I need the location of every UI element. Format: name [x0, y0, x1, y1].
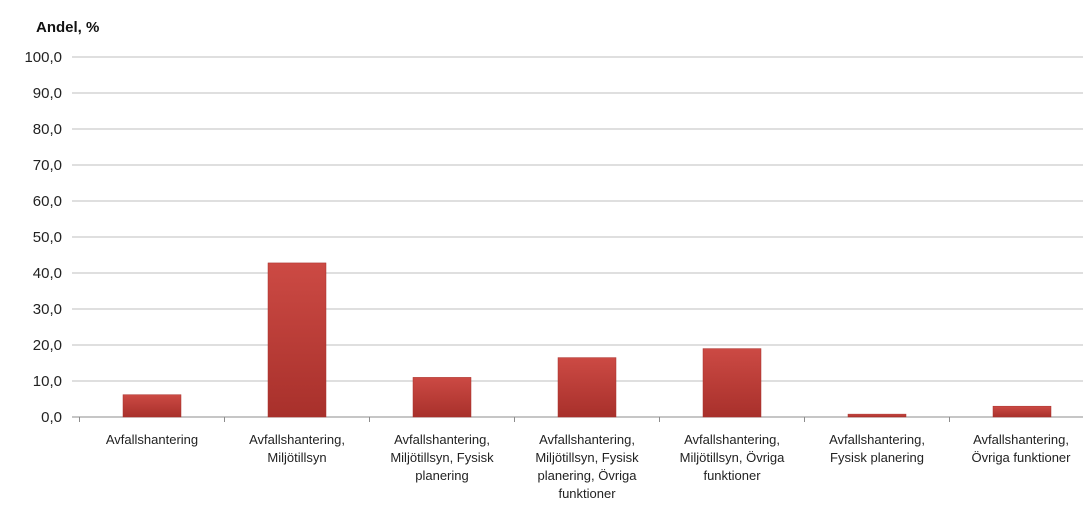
bar [992, 405, 1052, 418]
y-tick-label: 60,0 [33, 193, 62, 210]
y-tick-label: 90,0 [33, 85, 62, 102]
bar [267, 262, 327, 418]
x-tick-label: Avfallshantering, Miljötillsyn, Övriga fun… [680, 432, 786, 483]
y-tick-label: 20,0 [33, 337, 62, 354]
bar [847, 413, 907, 418]
y-tick-label: 70,0 [33, 157, 62, 174]
y-tick-label: 80,0 [33, 121, 62, 138]
x-tick-label: Avfallshantering, Miljötillsyn, Fysisk pla… [390, 432, 494, 483]
y-tick-label: 100,0 [24, 49, 62, 66]
bar [412, 377, 472, 418]
bar [122, 394, 182, 418]
x-tick-label: Avfallshantering [106, 432, 198, 447]
bar [702, 348, 762, 418]
x-tick-label: Avfallshantering, Fysisk planering [829, 432, 925, 465]
y-tick-label: 0,0 [41, 409, 62, 426]
x-tick-label: Avfallshantering, Miljötillsyn, Fysisk pla… [535, 432, 639, 501]
bars [122, 262, 1052, 418]
y-tick-label: 50,0 [33, 229, 62, 246]
x-tick-labels: Avfallshantering Avfallshantering, Miljöti… [106, 432, 1071, 501]
x-tick-label: Avfallshantering, Övriga funktioner [972, 432, 1072, 465]
gridlines [72, 56, 1083, 422]
bar [557, 357, 617, 418]
x-tick-label: Avfallshantering, Miljötillsyn [249, 432, 345, 465]
y-tick-labels: 0,0 10,0 20,0 30,0 40,0 50,0 60,0 70,0 80,0 90,0 1… [24, 49, 62, 426]
y-tick-label: 30,0 [33, 301, 62, 318]
y-tick-label: 10,0 [33, 373, 62, 390]
y-tick-label: 40,0 [33, 265, 62, 282]
y-axis-label: Andel, % [36, 19, 99, 36]
